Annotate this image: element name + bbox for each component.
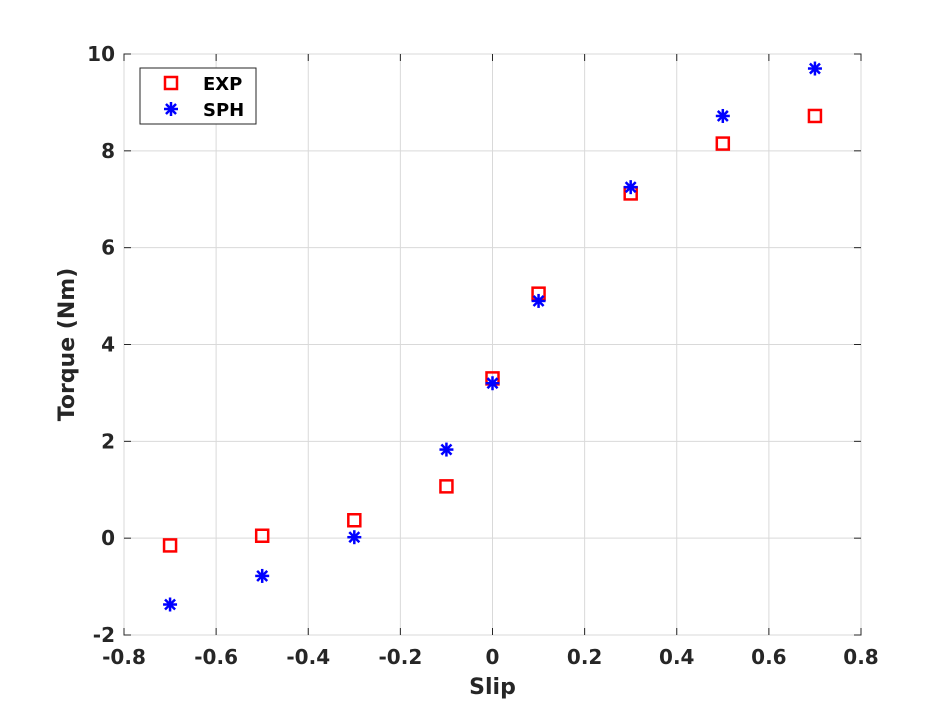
legend-sph-label: SPH — [203, 100, 244, 121]
sph-point — [531, 293, 546, 308]
data-points — [162, 61, 823, 612]
y-tick-label: 4 — [101, 333, 115, 357]
legend-exp-marker — [163, 75, 179, 91]
x-tick-label: -0.2 — [379, 645, 423, 669]
x-tick-labels: -0.8 -0.6 -0.4 -0.2 0 0.2 0.4 0.6 0.8 — [102, 645, 879, 669]
x-axis-title: Slip — [469, 675, 516, 700]
y-tick-label: 0 — [101, 526, 115, 550]
y-axis-title: Torque (Nm) — [55, 268, 80, 421]
exp-point — [254, 528, 270, 543]
sph-point — [255, 568, 270, 583]
legend-sph-marker — [164, 102, 178, 116]
exp-point — [439, 479, 454, 494]
exp-point — [807, 108, 823, 124]
y-tick-label: 2 — [101, 429, 115, 453]
y-tick-label: -2 — [93, 623, 115, 647]
exp-point — [347, 513, 362, 528]
y-tick-label: 10 — [87, 42, 115, 66]
x-tick-label: 0.8 — [843, 645, 878, 669]
sph-point — [715, 108, 730, 123]
axis-ticks — [123, 53, 862, 636]
x-tick-label: -0.8 — [102, 645, 146, 669]
x-tick-label: 0 — [486, 645, 500, 669]
y-tick-label: 8 — [101, 139, 115, 163]
sph-point — [485, 376, 500, 391]
y-tick-labels: -2 0 2 4 6 8 10 — [87, 42, 115, 647]
x-tick-label: 0.4 — [659, 645, 694, 669]
x-tick-label: 0.6 — [751, 645, 786, 669]
x-tick-label: 0.2 — [567, 645, 602, 669]
y-tick-label: 6 — [101, 236, 115, 260]
exp-point — [715, 136, 731, 151]
sph-point — [623, 180, 638, 195]
exp-point — [162, 538, 178, 553]
sph-point — [807, 61, 822, 76]
legend: EXP SPH — [139, 67, 257, 125]
x-tick-label: -0.6 — [194, 645, 238, 669]
x-tick-label: -0.4 — [286, 645, 330, 669]
sph-point — [163, 597, 178, 612]
legend-exp-label: EXP — [203, 74, 242, 95]
sph-point — [439, 442, 454, 457]
sph-point — [347, 530, 362, 545]
legend-box — [139, 67, 257, 125]
